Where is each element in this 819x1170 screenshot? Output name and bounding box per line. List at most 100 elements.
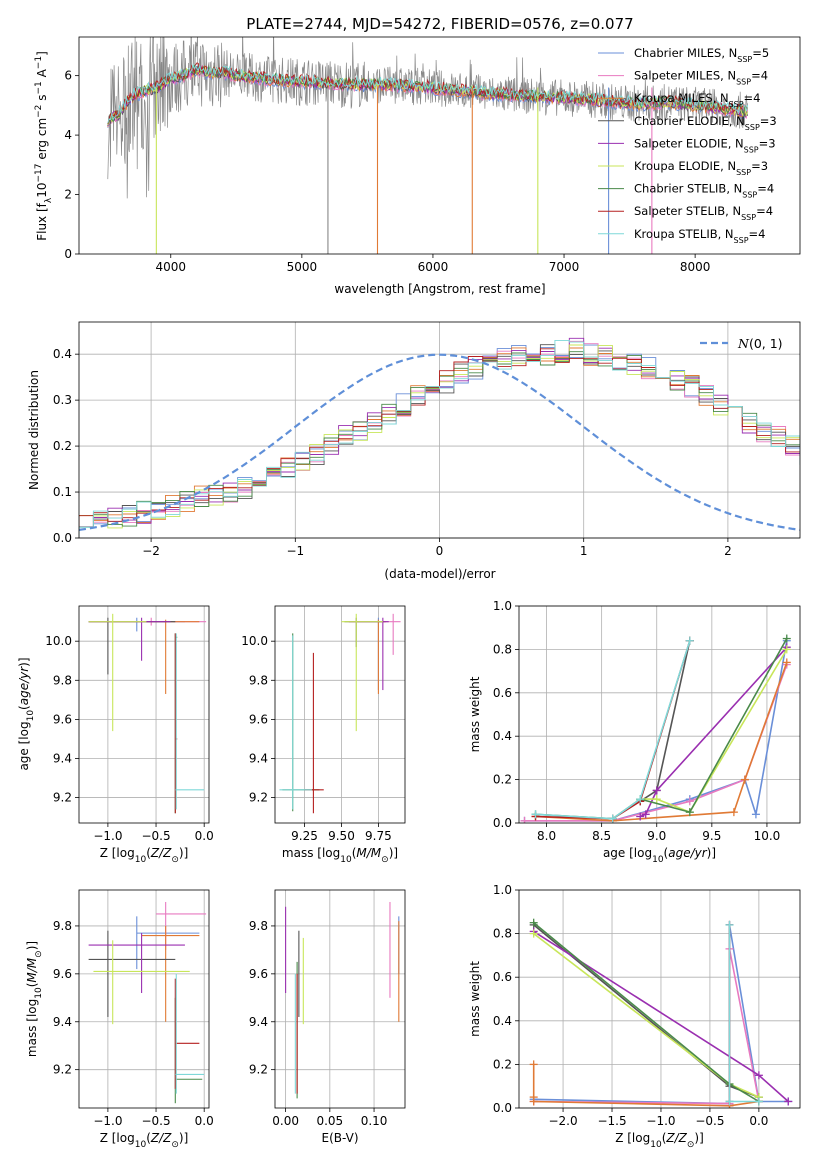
- errorbar-point: [88, 617, 185, 632]
- y-axis-label: mass [log10(M/M⊙)]: [25, 941, 44, 1057]
- y-tick-label: 9.6: [53, 967, 72, 981]
- y-axis-label: age [log10(age/yr)]: [17, 657, 36, 770]
- weight-marker: [784, 1097, 793, 1106]
- weight-line-kroupa-stelib: [535, 640, 691, 820]
- plot-area: [88, 613, 207, 814]
- y-tick-label: 0.4: [493, 1014, 512, 1028]
- errorbar-point: [348, 619, 386, 694]
- errorbar-point: [174, 978, 200, 1089]
- x-axis-label: Z [log10(Z/Z⊙)]: [100, 1131, 189, 1150]
- x-tick-label: −1.0: [646, 1114, 675, 1128]
- legend-label: Salpeter MILES, NSSP=4: [634, 69, 768, 87]
- errorbar-point: [141, 925, 200, 1022]
- errorbar-point: [136, 916, 200, 970]
- weight-marker: [725, 920, 734, 929]
- errorbar-point: [175, 973, 205, 1094]
- x-tick-label: 10.0: [754, 829, 781, 843]
- x-tick-label: 9.75: [365, 829, 392, 843]
- y-tick-label: 9.2: [53, 791, 72, 805]
- model-line-kroupa-stelib: [107, 63, 749, 124]
- weight-marker: [725, 1097, 734, 1106]
- y-tick-label: 0.0: [493, 816, 512, 830]
- x-axis-label: E(B-V): [321, 1131, 358, 1145]
- y-tick-label: 9.6: [249, 967, 268, 981]
- weight-marker: [729, 808, 738, 817]
- x-axis-label: Z [log10(Z/Z⊙)]: [100, 846, 189, 865]
- y-tick-label: 0: [64, 247, 72, 261]
- weight-marker: [782, 658, 791, 667]
- errorbar-point: [341, 613, 383, 732]
- weight-marker: [782, 634, 791, 643]
- legend-label: Chabrier MILES, NSSP=5: [634, 46, 769, 64]
- weight-line-kroupa-elodie: [640, 648, 788, 814]
- x-tick-label: −1: [286, 544, 304, 558]
- weight-marker: [754, 1097, 763, 1106]
- mass-vs-EBV-panel: 0.00 0.05 0.10 9.2 9.4 9.6 9.8 E(B-V): [249, 889, 406, 1145]
- weight-line-kroupa-miles: [535, 662, 788, 822]
- x-tick-label: −0.5: [695, 1114, 724, 1128]
- weight-marker: [685, 797, 694, 806]
- axes-frame: [78, 889, 210, 1109]
- weight-marker: [529, 918, 538, 927]
- y-tick-label: 0.6: [493, 970, 512, 984]
- weight-marker: [636, 812, 645, 821]
- x-tick-label: 6000: [418, 260, 449, 274]
- x-tick-label: 8000: [680, 260, 711, 274]
- errorbar-point: [93, 940, 190, 1025]
- weight-marker: [529, 1097, 538, 1106]
- weight-marker: [520, 816, 529, 823]
- weight-marker: [636, 795, 645, 804]
- y-tick-label: 9.8: [53, 673, 72, 687]
- x-tick-label: −2: [142, 544, 160, 558]
- weight-line-chabrier-stelib: [533, 922, 760, 1103]
- x-tick-label: −1.0: [93, 829, 122, 843]
- y-axis-label: mass weight: [468, 676, 482, 752]
- spectrum-panel: 4000 5000 6000 7000 8000 0 2 4 6 wavelength [Angs…: [34, 36, 801, 296]
- legend-label: Chabrier STELIB, NSSP=4: [634, 182, 774, 200]
- x-tick-label: 0.0: [195, 829, 214, 843]
- age-vs-mass-panel: 9.25 9.50 9.75 9.2 9.4 9.6 9.8 10.0 mass [log10(…: [241, 605, 406, 865]
- hist-series-salpeter-stelib: [79, 348, 800, 537]
- age-vs-Z-panel: −1.0 −0.5 0.0 9.2 9.4 9.6 9.8 10.0 Z [log10(Z/Z⊙…: [17, 605, 214, 865]
- legend-label: Salpeter STELIB, NSSP=4: [634, 204, 773, 222]
- axes-frame: [274, 605, 406, 824]
- errorbar-point: [356, 617, 386, 691]
- x-tick-label: −0.5: [141, 829, 170, 843]
- y-tick-label: 4: [64, 128, 72, 142]
- weight-marker: [754, 1071, 763, 1080]
- y-tick-label: 9.8: [249, 673, 268, 687]
- x-tick-label: 9.50: [328, 829, 355, 843]
- legend-label: N(0, 1): [737, 336, 783, 351]
- errorbar-point: [88, 617, 171, 661]
- weight-marker: [685, 808, 694, 817]
- y-tick-label: 9.4: [249, 751, 268, 765]
- x-tick-label: 4000: [155, 260, 186, 274]
- weight-marker: [740, 775, 749, 784]
- y-tick-label: 0.8: [493, 642, 512, 656]
- y-tick-label: 9.8: [249, 919, 268, 933]
- y-tick-label: 0.4: [493, 729, 512, 743]
- legend-label: Salpeter ELODIE, NSSP=3: [634, 136, 776, 154]
- y-tick-label: 9.2: [249, 1063, 268, 1077]
- x-tick-label: −1.0: [93, 1114, 122, 1128]
- errorbar-point: [88, 619, 200, 694]
- plot-area: [279, 613, 401, 814]
- weight-marker: [751, 810, 760, 819]
- axes-frame: [518, 605, 801, 824]
- y-tick-label: 0.0: [53, 531, 72, 545]
- y-tick-label: 9.6: [249, 712, 268, 726]
- weight-marker: [529, 1060, 538, 1069]
- weight-marker: [641, 810, 650, 819]
- weight-marker: [608, 814, 617, 823]
- hist-series-kroupa-stelib: [79, 339, 800, 537]
- axes-frame: [78, 36, 801, 255]
- spectrum-legend: Chabrier MILES, NSSP=5 Salpeter MILES, NS…: [598, 46, 777, 244]
- errorbar-point: [88, 613, 147, 732]
- errorbar-point: [88, 617, 176, 675]
- y-tick-label: 0.2: [493, 773, 512, 787]
- y-tick-label: 0.6: [493, 686, 512, 700]
- legend-label: Kroupa ELODIE, NSSP=3: [634, 159, 768, 177]
- weight-marker: [529, 929, 538, 938]
- y-tick-label: 9.6: [53, 712, 72, 726]
